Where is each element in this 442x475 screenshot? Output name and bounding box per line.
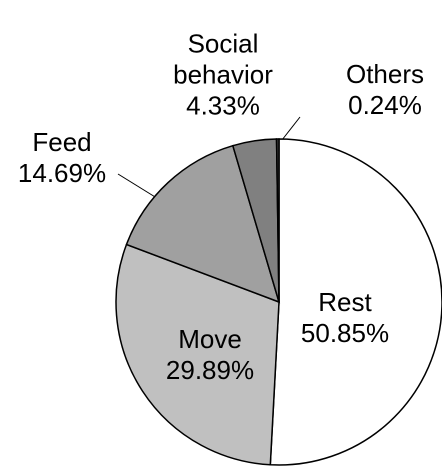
value-label: 14.69% <box>17 158 107 188</box>
value-label: 4.33% <box>186 90 260 121</box>
category-name: Feed <box>32 127 92 157</box>
category-name: Move <box>178 324 242 354</box>
slice-label: Social behavior 4.33% <box>158 29 288 122</box>
value-label: 50.85% <box>300 318 390 348</box>
pie-slice <box>125 144 281 304</box>
slice-label: Others 0.24% <box>325 59 442 121</box>
slice-label: Move 29.89% <box>140 324 280 386</box>
category-name: Social behavior <box>173 28 273 90</box>
pie-slice <box>275 138 280 303</box>
slice-label: Rest 50.85% <box>285 287 405 349</box>
category-name: Rest <box>318 287 372 317</box>
leader-line <box>281 116 301 141</box>
slice-label: Feed 14.69% <box>2 127 122 189</box>
leader-line <box>117 173 161 201</box>
value-label: 0.24% <box>348 90 422 120</box>
value-label: 29.89% <box>165 355 255 385</box>
category-name: Others <box>345 59 425 89</box>
pie-slice <box>115 243 280 466</box>
